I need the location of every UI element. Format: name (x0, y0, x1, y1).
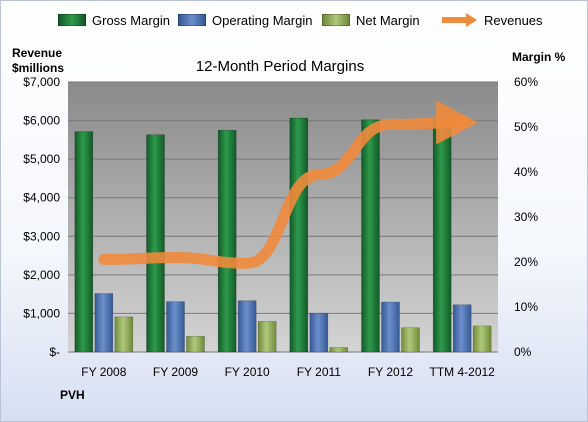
right-axis-title: Margin % (512, 50, 566, 64)
legend-swatch-operating (178, 14, 206, 26)
legend-item-gross-margin: Gross Margin (58, 10, 170, 30)
chart-title: 12-Month Period Margins (195, 58, 365, 75)
right-axis-tick-label: 10% (514, 300, 538, 314)
chart-legend: Gross Margin Operating Margin Net Margin… (0, 10, 588, 34)
x-axis-tick-label: TTM 4-2012 (429, 365, 495, 379)
company-label: PVH (60, 388, 85, 402)
bar-net-margin (472, 325, 492, 353)
bar-gross-margin (217, 129, 237, 353)
legend-label-revenues: Revenues (484, 12, 543, 28)
legend-arrow-icon (442, 13, 477, 27)
left-axis-tick-label: $- (49, 345, 60, 359)
legend-label-operating: Operating Margin (212, 12, 313, 28)
x-axis-tick-label: FY 2012 (368, 365, 413, 379)
right-axis-tick-label: 50% (514, 120, 538, 134)
left-axis-tick-label: $7,000 (23, 75, 60, 89)
bar-gross-margin (289, 117, 309, 353)
x-axis-tick-label: FY 2011 (297, 365, 342, 379)
left-axis-tick-label: $5,000 (23, 152, 60, 166)
right-axis-tick-label: 30% (514, 210, 538, 224)
x-axis-tick-label: FY 2009 (153, 365, 198, 379)
right-axis-tick-label: 0% (514, 345, 532, 359)
legend-item-operating-margin: Operating Margin (178, 10, 312, 30)
bar-net-margin (329, 347, 349, 353)
left-axis-tick-label: $2,000 (23, 268, 60, 282)
bar-net-margin (114, 316, 134, 353)
bar-gross-margin (146, 134, 165, 353)
right-axis-tick-label: 40% (514, 165, 538, 179)
bar-net-margin (257, 321, 277, 353)
bar-operating-margin (309, 313, 329, 353)
bar-operating-margin (452, 304, 472, 353)
legend-item-net-margin: Net Margin (322, 10, 420, 30)
legend-label-gross: Gross Margin (92, 12, 171, 28)
bar-operating-margin (166, 301, 185, 353)
bar-gross-margin (361, 119, 380, 353)
bar-operating-margin (237, 300, 257, 353)
bar-gross-margin (74, 131, 94, 353)
right-axis-tick-label: 60% (514, 75, 538, 89)
bar-net-margin (186, 336, 205, 353)
left-axis-tick-label: $1,000 (23, 306, 60, 320)
left-axis-tick-label: $3,000 (23, 229, 60, 243)
left-axis-tick-label: $4,000 (23, 191, 60, 205)
bar-gross-margin (432, 118, 452, 353)
legend-swatch-net (322, 14, 350, 26)
legend-item-revenues: Revenues (440, 10, 543, 30)
legend-label-net: Net Margin (356, 12, 420, 28)
legend-swatch-gross (58, 14, 86, 26)
revenues-arrowhead (436, 100, 479, 145)
bar-operating-margin (94, 293, 114, 353)
left-axis-title: Revenue $millions (12, 46, 65, 75)
bar-net-margin (401, 327, 420, 353)
x-axis-tick-label: FY 2010 (225, 365, 270, 379)
x-axis-tick-label: FY 2008 (81, 365, 126, 379)
right-axis-tick-label: 20% (514, 255, 538, 269)
left-axis-tick-label: $6,000 (23, 114, 60, 128)
bar-operating-margin (381, 301, 400, 353)
